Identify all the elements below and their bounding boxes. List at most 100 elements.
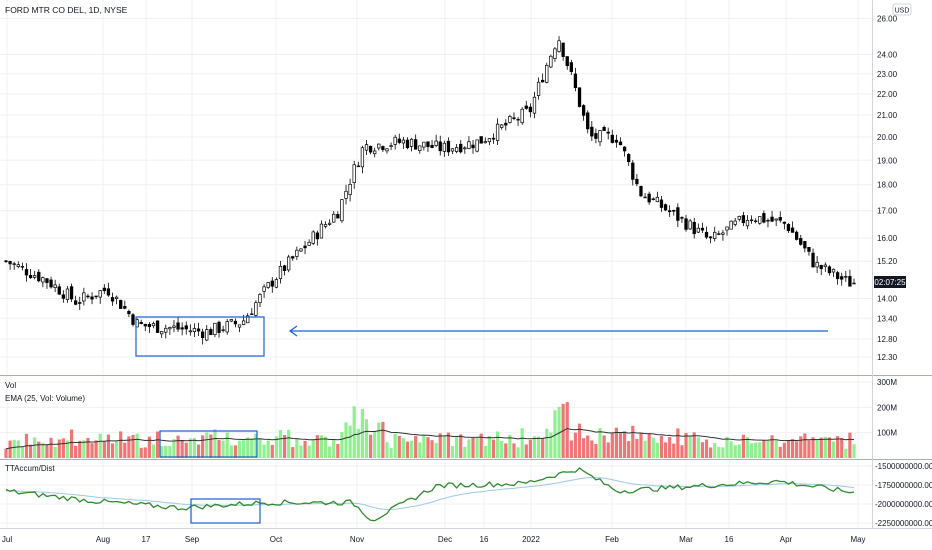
volume-bar — [631, 425, 635, 458]
volume-bar — [790, 439, 795, 458]
candle-body — [471, 144, 475, 149]
volume-bar — [782, 442, 786, 458]
volume-bar — [602, 435, 606, 458]
volume-bar — [328, 446, 332, 458]
volume-bar — [368, 434, 373, 458]
volume-bar — [495, 431, 500, 458]
volume-bar — [840, 438, 844, 458]
candle-body — [340, 199, 344, 222]
candle-body — [114, 296, 119, 299]
candle-body — [819, 264, 823, 270]
volume-panel[interactable] — [4, 402, 856, 458]
volume-bar — [549, 432, 553, 458]
accum-tick-label: -2250000000.00 — [875, 519, 932, 528]
price-tick-label: 17.00 — [877, 207, 898, 216]
volume-bar — [258, 438, 262, 458]
price-panel[interactable] — [4, 36, 856, 357]
volume-bar — [442, 435, 446, 458]
candle-body — [835, 272, 840, 280]
volume-bar — [262, 444, 266, 458]
volume-bar — [475, 437, 479, 458]
candle-body — [278, 265, 283, 280]
candle-body — [356, 165, 360, 168]
candle-body — [639, 186, 643, 197]
time-tick-label: Jul — [2, 535, 12, 544]
countdown-badge: 02:07:25 — [874, 276, 906, 288]
candle-body — [258, 294, 262, 304]
volume-bar — [250, 438, 254, 458]
price-axis[interactable]: 26.00 24.00 23.00 22.00 21.00 20.00 19.00 18.00… — [877, 14, 898, 362]
candle-body — [684, 218, 688, 230]
volume-bar — [541, 438, 545, 458]
volume-bar — [45, 444, 49, 458]
candle-body — [33, 275, 37, 278]
candle-body — [782, 221, 787, 224]
volume-bar — [758, 442, 762, 458]
candle-body — [20, 266, 25, 268]
price-tick-label: 19.00 — [877, 156, 898, 165]
candle-body — [360, 147, 365, 168]
volume-bar — [16, 440, 20, 458]
candle-body — [12, 263, 16, 265]
volume-bar — [598, 428, 602, 458]
candle-body — [180, 327, 184, 330]
volume-bar — [348, 425, 352, 458]
candle-body — [200, 331, 205, 339]
time-tick-label: Oct — [270, 535, 283, 544]
volume-bar — [69, 429, 74, 458]
volume-bar — [377, 422, 381, 458]
price-tick-label: 22.00 — [877, 90, 898, 99]
accum-axis[interactable]: -1500000000.00 -1750000000.00 -2000000000.… — [875, 462, 932, 528]
candle-body — [348, 183, 352, 196]
volume-bar — [582, 438, 586, 458]
time-tick-label: Aug — [96, 535, 110, 544]
volume-bar — [381, 421, 385, 458]
volume-bar — [692, 432, 696, 458]
volume-bar — [205, 432, 209, 458]
volume-bar — [614, 427, 618, 458]
volume-bar — [479, 433, 483, 458]
volume-bar — [463, 446, 467, 458]
volume-bar — [61, 438, 65, 458]
volume-bar — [237, 440, 242, 458]
candle-body — [434, 140, 438, 146]
candle-body — [688, 220, 692, 230]
accum-dist-panel[interactable] — [5, 467, 855, 524]
candle-body — [94, 295, 98, 298]
candle-body — [659, 199, 664, 208]
volume-bar — [78, 440, 82, 458]
candle-body — [37, 271, 41, 282]
candle-body — [303, 245, 307, 249]
currency-badge[interactable]: USD — [892, 3, 912, 16]
volume-bar — [135, 433, 139, 458]
candle-body — [733, 220, 737, 225]
candle-body — [233, 320, 238, 325]
volume-bar — [37, 441, 41, 458]
volume-bar — [8, 440, 12, 458]
candle-body — [450, 148, 455, 152]
candle-body — [327, 222, 332, 225]
candle-body — [770, 216, 774, 222]
volume-highlight-box — [159, 430, 258, 458]
volume-bar — [483, 445, 487, 458]
candle-body — [368, 145, 373, 153]
price-tick-label: 13.40 — [877, 314, 898, 323]
candle-body — [758, 216, 762, 224]
candle-body — [557, 40, 561, 52]
volume-axis[interactable]: 300M 200M 100M — [877, 378, 897, 438]
candle-body — [532, 96, 537, 114]
candle-body — [700, 227, 705, 231]
time-tick-label: Apr — [780, 535, 793, 544]
candle-body — [393, 136, 397, 145]
candle-body — [680, 217, 684, 219]
volume-bar — [520, 428, 524, 458]
volume-bar — [139, 447, 143, 458]
volume-bar — [455, 437, 459, 458]
volume-bar — [684, 432, 688, 458]
candle-body — [291, 256, 295, 259]
time-axis[interactable]: Jul Aug 17 Sep Oct Nov Dec 16 2022 Feb Mar 16 Apr May — [2, 535, 866, 544]
volume-bar — [500, 441, 504, 458]
volume-bar — [643, 440, 647, 458]
volume-bar — [647, 433, 651, 458]
candle-body — [545, 64, 549, 83]
